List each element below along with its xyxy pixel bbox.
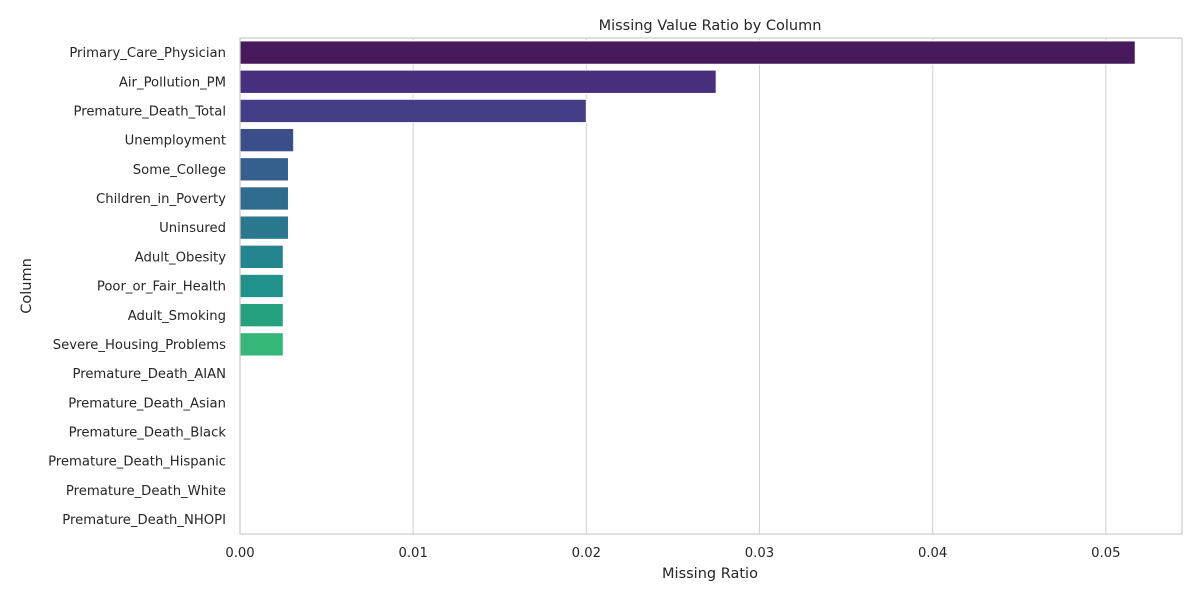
x-tick-label: 0.04 xyxy=(918,546,947,561)
y-tick-label: Premature_Death_White xyxy=(66,484,226,499)
y-tick-label: Premature_Death_NHOPI xyxy=(62,513,226,528)
bars xyxy=(239,40,1136,357)
y-tick-label: Adult_Obesity xyxy=(135,250,227,265)
bar xyxy=(239,273,284,299)
y-tick-label: Air_Pollution_PM xyxy=(119,75,226,90)
y-tick-label: Uninsured xyxy=(159,221,226,236)
axes-frame xyxy=(239,37,1183,535)
bar xyxy=(239,303,284,328)
bar xyxy=(239,244,284,269)
x-tick-labels: 0.00 0.01 0.02 0.03 0.04 0.05 xyxy=(225,546,1120,561)
bar xyxy=(239,69,717,94)
bar xyxy=(239,98,587,124)
y-tick-label: Unemployment xyxy=(125,134,226,149)
y-tick-labels: Primary_Care_Physician Air_Pollution_PM Pr… xyxy=(48,46,226,528)
y-tick-label: Premature_Death_Black xyxy=(69,425,227,440)
plot-frame xyxy=(239,37,1183,535)
y-tick-label: Premature_Death_Hispanic xyxy=(48,455,226,470)
x-tick-label: 0.00 xyxy=(225,546,254,561)
y-tick-label: Adult_Smoking xyxy=(128,309,226,324)
bar xyxy=(239,127,295,153)
y-tick-label: Premature_Death_AIAN xyxy=(72,367,226,382)
y-tick-label: Primary_Care_Physician xyxy=(69,46,226,61)
y-tick-label: Some_College xyxy=(133,163,226,178)
x-tick-label: 0.01 xyxy=(398,546,427,561)
y-axis-label: Column xyxy=(19,258,35,314)
bar xyxy=(239,186,289,211)
x-tick-label: 0.05 xyxy=(1091,546,1120,561)
y-tick-label: Severe_Housing_Problems xyxy=(53,338,226,353)
y-tick-label: Premature_Death_Asian xyxy=(68,396,226,411)
bar xyxy=(239,157,289,182)
x-tick-label: 0.03 xyxy=(745,546,774,561)
chart-title: Missing Value Ratio by Column xyxy=(599,18,822,34)
bar xyxy=(239,40,1136,65)
y-tick-label: Poor_or_Fair_Health xyxy=(97,280,226,295)
x-tick-label: 0.02 xyxy=(572,546,601,561)
bar xyxy=(239,332,284,357)
bar xyxy=(239,215,289,240)
y-tick-label: Children_in_Poverty xyxy=(96,192,226,207)
x-axis-label: Missing Ratio xyxy=(662,566,758,582)
y-tick-label: Premature_Death_Total xyxy=(73,105,226,120)
